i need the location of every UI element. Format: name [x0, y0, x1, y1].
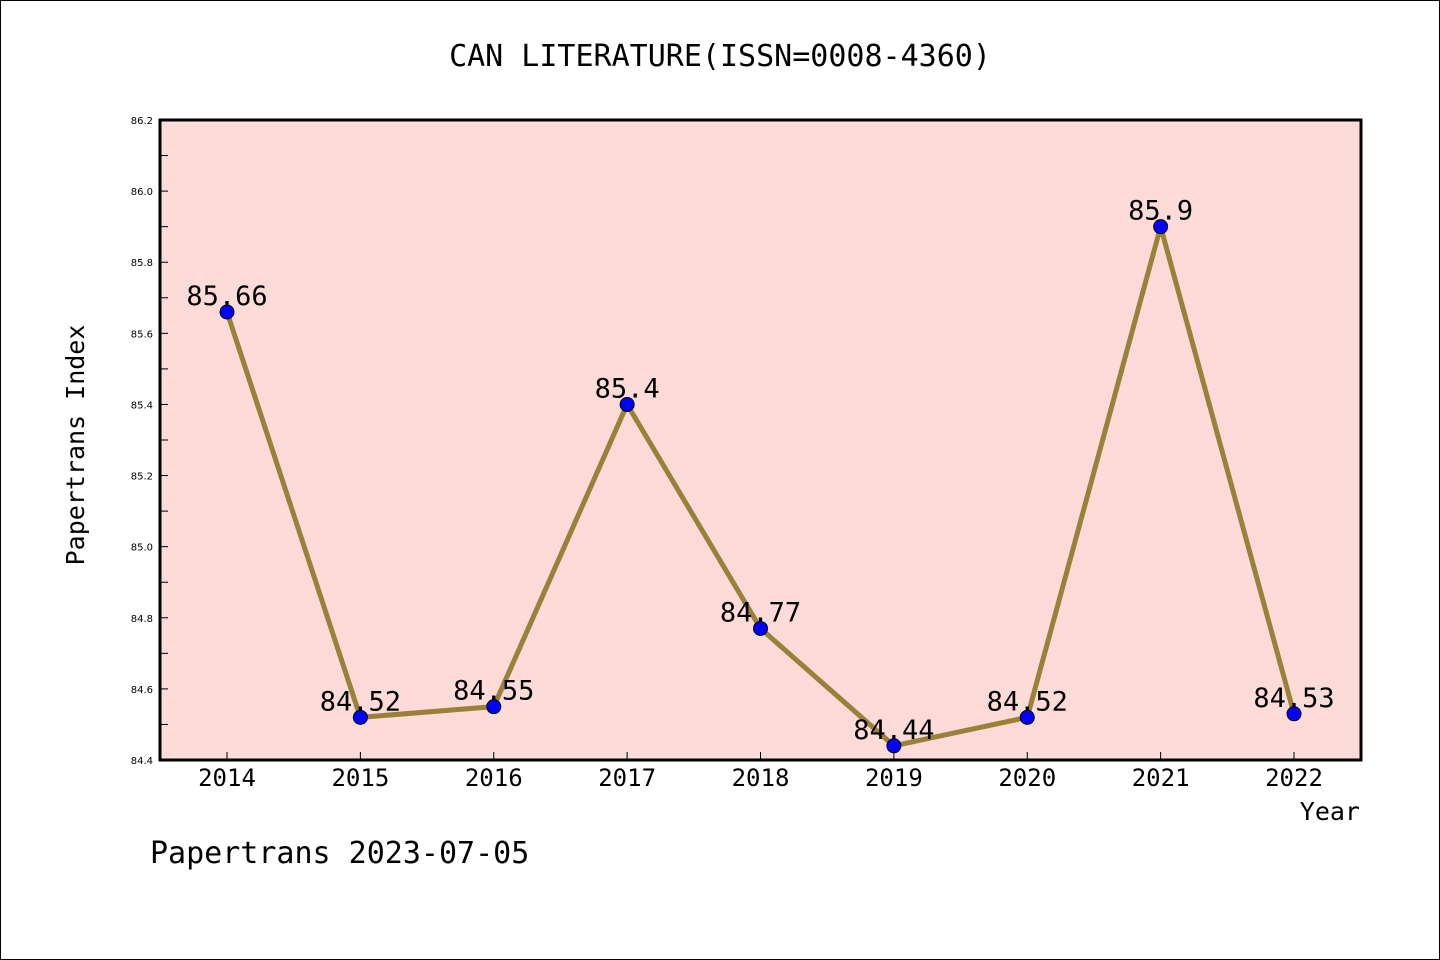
data-point [619, 396, 635, 412]
data-point [486, 699, 502, 715]
x-tick-label: 2020 [998, 764, 1056, 792]
y-tick-label: 85.0 [131, 543, 153, 554]
data-label: 85.9 [1128, 196, 1193, 227]
x-tick-label: 2019 [865, 764, 923, 792]
data-point [886, 738, 902, 754]
x-tick-label: 2022 [1265, 764, 1323, 792]
footer-text: Papertrans 2023-07-05 [150, 836, 529, 871]
data-label: 84.55 [453, 676, 534, 707]
data-point [219, 304, 235, 320]
y-tick-label: 86.0 [131, 187, 153, 198]
y-tick-label: 85.2 [131, 472, 153, 483]
x-tick-label: 2014 [198, 764, 256, 792]
y-tick-label: 85.8 [131, 258, 153, 269]
data-point [1153, 219, 1169, 235]
data-point [352, 709, 368, 725]
chart-title: CAN LITERATURE(ISSN=0008-4360) [449, 39, 991, 74]
y-tick-label: 84.8 [131, 614, 153, 625]
x-tick-label: 2021 [1132, 764, 1190, 792]
data-labels: 85.66 84.52 84.55 85.4 84.77 84.44 84.52 85.9 84… [186, 196, 1334, 746]
data-label: 84.52 [320, 686, 401, 717]
data-point [1286, 706, 1302, 722]
x-axis-label: Year [1300, 797, 1360, 826]
y-axis-label: Papertrans Index [61, 325, 90, 566]
y-tick-label: 84.4 [131, 756, 153, 767]
x-tick-label: 2016 [465, 764, 523, 792]
y-axis-ticks: 84.4 84.6 84.8 85.0 85.2 85.4 85.6 85.8 86.0 86.2 [131, 116, 168, 767]
y-tick-label: 84.6 [131, 685, 153, 696]
data-label: 85.66 [186, 281, 267, 312]
y-tick-label: 85.4 [131, 400, 153, 411]
x-tick-label: 2015 [331, 764, 389, 792]
x-tick-label: 2018 [732, 764, 790, 792]
x-tick-label: 2017 [598, 764, 656, 792]
data-label: 84.44 [853, 715, 934, 746]
x-axis-ticks: 2014 2015 2016 2017 2018 2019 2020 2021 2022 [198, 752, 1323, 792]
y-tick-label: 86.2 [131, 116, 153, 127]
data-label: 85.4 [595, 373, 660, 404]
data-label: 84.77 [720, 597, 801, 628]
data-points [219, 219, 1302, 754]
data-point [1019, 709, 1035, 725]
y-tick-label: 85.6 [131, 329, 153, 340]
data-point [753, 620, 768, 636]
data-label: 84.52 [987, 686, 1068, 717]
data-label: 84.53 [1253, 683, 1334, 714]
